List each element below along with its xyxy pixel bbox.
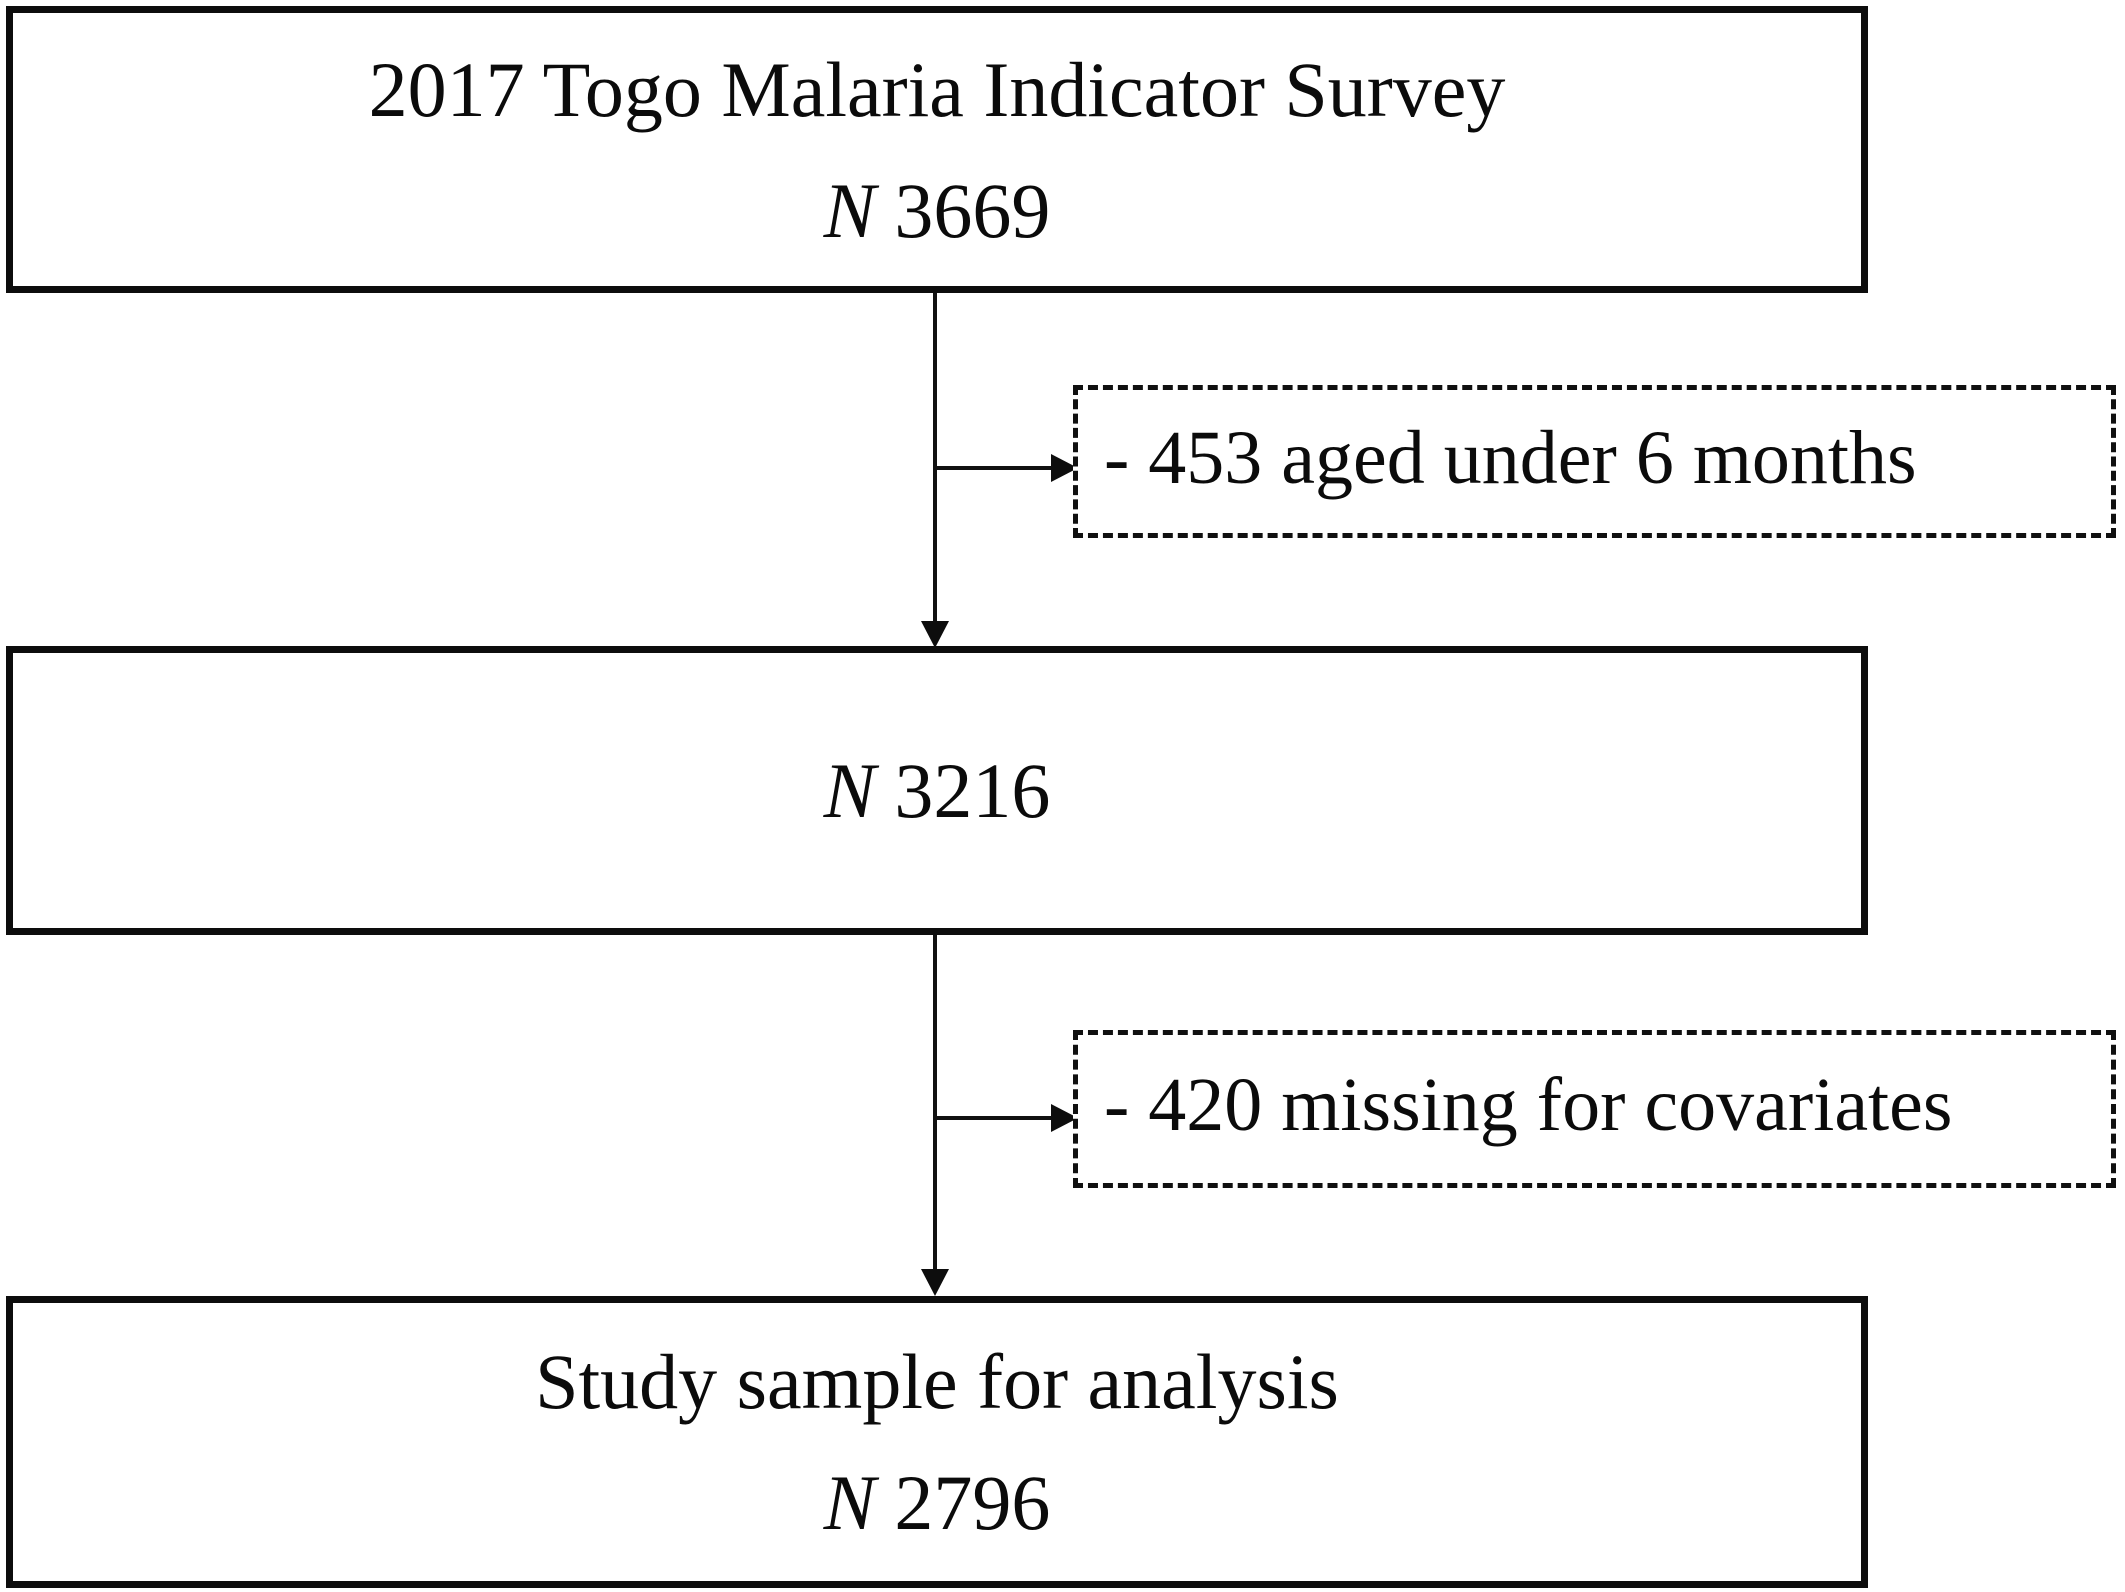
connector-line-2 (933, 935, 937, 1278)
final-box-title: Study sample for analysis (535, 1338, 1339, 1425)
final-box-n: N 2796 (824, 1442, 1051, 1563)
final-n-prefix: N (823, 1459, 876, 1546)
branch-line-1 (935, 466, 1057, 470)
exclusion-2-label: - 420 missing for covariates (1104, 1063, 1953, 1147)
down-arrowhead-1-icon (921, 621, 949, 648)
exclusion-box-1: - 453 aged under 6 months (1073, 385, 2116, 538)
exclusion-1-label: - 453 aged under 6 months (1104, 415, 1917, 500)
intermediate-n-prefix: N (823, 747, 876, 834)
intermediate-n-value: 3216 (894, 747, 1051, 834)
branch-line-2 (935, 1116, 1057, 1120)
final-n-value: 2796 (894, 1459, 1051, 1546)
source-box-title: 2017 Togo Malaria Indicator Survey (368, 45, 1506, 133)
intermediate-box-n: N 3216 (824, 730, 1051, 851)
down-arrowhead-2-icon (921, 1269, 949, 1296)
source-n-value: 3669 (894, 166, 1051, 254)
connector-line-1 (933, 293, 937, 630)
source-n-prefix: N (823, 166, 876, 254)
source-box: 2017 Togo Malaria Indicator Survey N 3669 (6, 6, 1868, 293)
source-box-n: N 3669 (824, 150, 1051, 271)
intermediate-box: N 3216 (6, 646, 1868, 935)
final-box: Study sample for analysis N 2796 (6, 1296, 1868, 1588)
exclusion-box-2: - 420 missing for covariates (1073, 1030, 2116, 1188)
